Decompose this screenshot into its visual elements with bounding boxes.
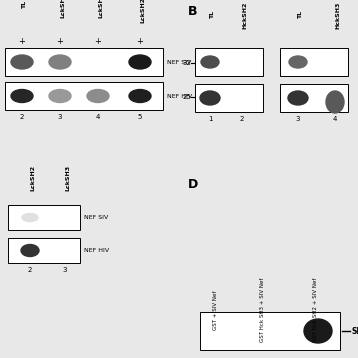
Text: GST Hck SH2 + SIV Nef: GST Hck SH2 + SIV Nef bbox=[313, 278, 318, 342]
Text: TL: TL bbox=[22, 1, 27, 9]
Ellipse shape bbox=[21, 245, 39, 256]
Text: SIV: SIV bbox=[352, 326, 358, 335]
Bar bbox=[8, 238, 80, 263]
Ellipse shape bbox=[288, 91, 308, 105]
Text: 32: 32 bbox=[182, 60, 191, 66]
Ellipse shape bbox=[87, 90, 109, 102]
Text: B: B bbox=[188, 5, 198, 18]
Text: 3: 3 bbox=[296, 116, 300, 122]
Text: LckSH3: LckSH3 bbox=[65, 165, 70, 191]
Text: NEF HIV: NEF HIV bbox=[84, 248, 109, 253]
Bar bbox=[280, 48, 348, 76]
Ellipse shape bbox=[200, 91, 220, 105]
Ellipse shape bbox=[129, 55, 151, 69]
Ellipse shape bbox=[201, 56, 219, 68]
Text: GST Hck SH3 + SIV Nef: GST Hck SH3 + SIV Nef bbox=[260, 278, 265, 342]
Text: NEF SIV: NEF SIV bbox=[84, 215, 108, 220]
Ellipse shape bbox=[49, 55, 71, 69]
Text: 1: 1 bbox=[208, 116, 212, 122]
Text: 4: 4 bbox=[333, 116, 337, 122]
Text: 3: 3 bbox=[58, 114, 62, 120]
Ellipse shape bbox=[289, 56, 307, 68]
Text: 2: 2 bbox=[240, 116, 244, 122]
Bar bbox=[5, 48, 163, 76]
Text: 3: 3 bbox=[63, 267, 67, 273]
Text: LckSH2+3: LckSH2+3 bbox=[140, 0, 145, 23]
Text: 4: 4 bbox=[96, 114, 100, 120]
Text: 25: 25 bbox=[182, 94, 191, 100]
Text: HckSH2: HckSH2 bbox=[242, 1, 247, 29]
Text: D: D bbox=[188, 178, 198, 191]
Text: +: + bbox=[19, 38, 25, 47]
Ellipse shape bbox=[11, 90, 33, 102]
Ellipse shape bbox=[304, 319, 332, 343]
Bar bbox=[195, 84, 263, 112]
Text: +: + bbox=[136, 38, 144, 47]
Text: TL: TL bbox=[298, 11, 303, 19]
Ellipse shape bbox=[22, 213, 38, 222]
Text: NEF HIV: NEF HIV bbox=[167, 93, 192, 98]
Text: GST + SIV Nef: GST + SIV Nef bbox=[213, 290, 218, 330]
Bar bbox=[200, 312, 340, 350]
Text: +: + bbox=[57, 38, 63, 47]
Text: LckSH3: LckSH3 bbox=[98, 0, 103, 18]
Ellipse shape bbox=[129, 90, 151, 102]
Text: 5: 5 bbox=[138, 114, 142, 120]
Text: TL: TL bbox=[210, 11, 215, 19]
Text: +: + bbox=[95, 38, 101, 47]
Bar bbox=[280, 84, 348, 112]
Ellipse shape bbox=[11, 55, 33, 69]
Bar bbox=[195, 48, 263, 76]
Text: LckSH2: LckSH2 bbox=[60, 0, 65, 18]
Text: NEF SIV: NEF SIV bbox=[167, 59, 191, 64]
Text: 2: 2 bbox=[28, 267, 32, 273]
Text: LckSH2: LckSH2 bbox=[30, 165, 35, 191]
Ellipse shape bbox=[49, 90, 71, 102]
Text: HckSH3: HckSH3 bbox=[335, 1, 340, 29]
Ellipse shape bbox=[326, 91, 344, 113]
Bar bbox=[8, 205, 80, 230]
Bar bbox=[5, 82, 163, 110]
Text: 2: 2 bbox=[20, 114, 24, 120]
